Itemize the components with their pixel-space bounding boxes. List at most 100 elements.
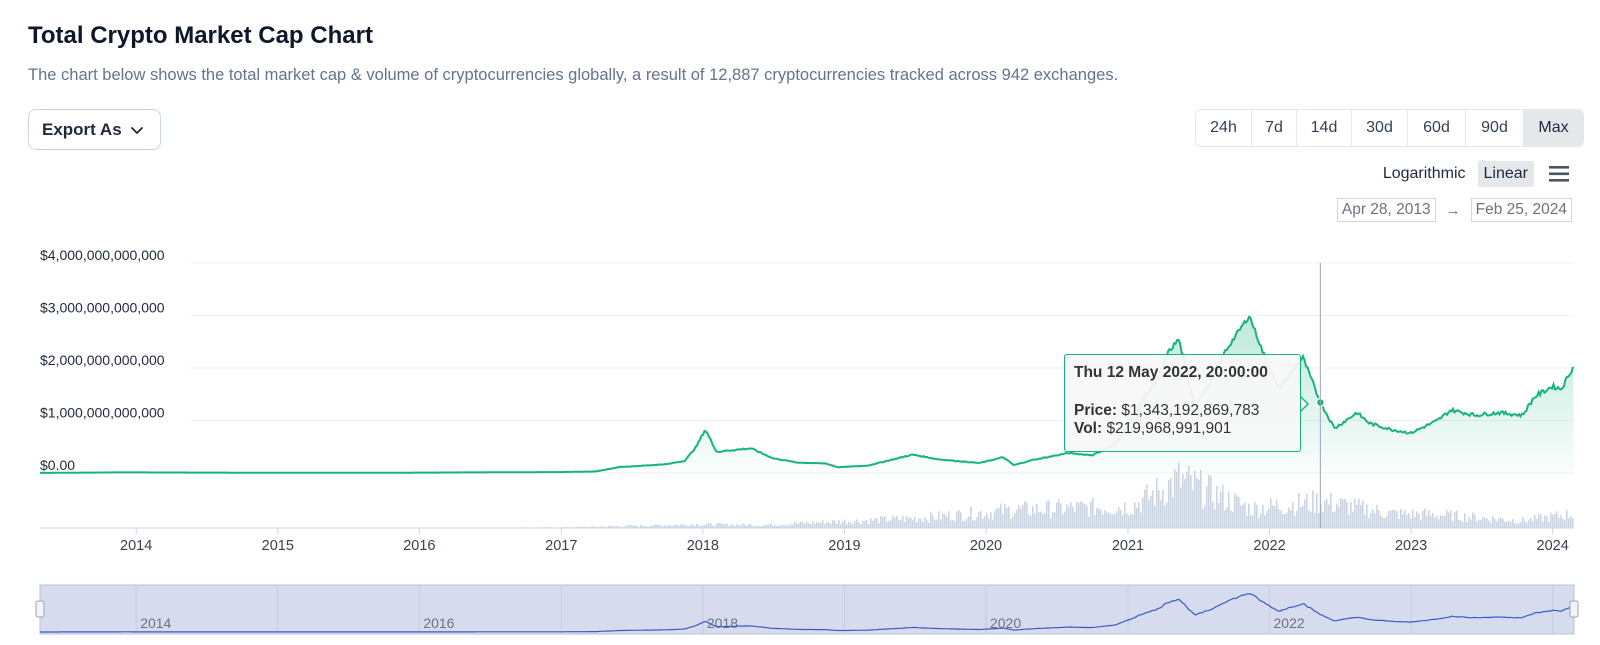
volume-bar — [1558, 517, 1560, 528]
volume-bar — [1026, 502, 1028, 528]
volume-bar — [1304, 499, 1306, 528]
volume-bar — [460, 527, 462, 528]
volume-bar — [1390, 510, 1392, 528]
volume-bar — [1326, 498, 1328, 528]
price-series-line — [40, 315, 1574, 474]
date-range: Apr 28, 2013 → Feb 25, 2024 — [1336, 198, 1572, 222]
volume-bar — [752, 526, 754, 528]
range-7d[interactable]: 7d — [1252, 110, 1297, 146]
volume-bar — [568, 527, 570, 528]
volume-bar — [522, 527, 524, 528]
volume-bar — [104, 527, 106, 528]
volume-bar — [1312, 490, 1314, 528]
volume-bar — [658, 524, 660, 528]
volume-bar — [1504, 521, 1506, 528]
volume-bar — [1414, 517, 1416, 528]
volume-bar — [60, 527, 62, 528]
volume-bar — [52, 527, 54, 528]
volume-bar — [274, 527, 276, 528]
range-max[interactable]: Max — [1524, 110, 1583, 146]
volume-bar — [806, 521, 808, 528]
volume-bar — [244, 527, 246, 528]
y-tick-label: $4,000,000,000,000 — [40, 247, 165, 263]
volume-bar — [1076, 501, 1078, 528]
range-60d[interactable]: 60d — [1408, 110, 1466, 146]
volume-bar — [1294, 516, 1296, 528]
navigator-handle-right[interactable] — [1569, 600, 1579, 618]
volume-bar — [290, 527, 292, 528]
volume-bar — [958, 509, 960, 528]
volume-bar — [694, 526, 696, 528]
volume-bar — [1316, 493, 1318, 528]
volume-bar — [1012, 516, 1014, 528]
volume-bar — [1446, 509, 1448, 528]
volume-bar — [988, 518, 990, 528]
hamburger-menu-icon[interactable] — [1546, 163, 1572, 185]
navigator-window[interactable] — [39, 584, 1575, 635]
volume-bar — [64, 527, 66, 528]
tooltip-price-label: Price: — [1074, 402, 1118, 419]
volume-bar — [726, 523, 728, 528]
range-30d[interactable]: 30d — [1352, 110, 1408, 146]
volume-bar — [336, 527, 338, 528]
volume-bar — [990, 512, 992, 528]
volume-bar — [860, 524, 862, 528]
time-range-selector: 24h 7d 14d 30d 60d 90d Max — [1195, 109, 1584, 147]
volume-bar — [794, 522, 796, 528]
volume-bar — [350, 527, 352, 528]
volume-bar — [1234, 493, 1236, 528]
date-to-input[interactable]: Feb 25, 2024 — [1470, 198, 1572, 222]
volume-bar — [1310, 511, 1312, 528]
range-90d[interactable]: 90d — [1466, 110, 1524, 146]
export-as-button[interactable]: Export As — [28, 109, 161, 150]
volume-bar — [332, 527, 334, 528]
volume-bar — [1020, 508, 1022, 528]
volume-bar — [750, 524, 752, 528]
volume-bar — [848, 521, 850, 528]
volume-bar — [594, 526, 596, 528]
volume-bar — [490, 527, 492, 528]
volume-bar — [442, 527, 444, 528]
range-24h[interactable]: 24h — [1196, 110, 1252, 146]
volume-bar — [714, 526, 716, 528]
volume-bar — [738, 525, 740, 528]
volume-bar — [1034, 513, 1036, 528]
volume-bar — [1496, 521, 1498, 528]
volume-bar — [318, 527, 320, 528]
scale-logarithmic[interactable]: Logarithmic — [1382, 165, 1466, 182]
volume-bar — [144, 527, 146, 528]
volume-bar — [1400, 508, 1402, 528]
volume-bar — [800, 521, 802, 528]
navigator-handle-left[interactable] — [35, 600, 45, 618]
volume-bar — [692, 524, 694, 528]
volume-bar — [802, 522, 804, 528]
volume-bar — [684, 524, 686, 528]
x-tick-label: 2020 — [970, 538, 1002, 554]
volume-bar — [362, 527, 364, 528]
volume-bar — [1228, 491, 1230, 528]
volume-bar — [192, 527, 194, 528]
range-14d[interactable]: 14d — [1297, 110, 1352, 146]
volume-bar — [952, 519, 954, 528]
date-from-input[interactable]: Apr 28, 2013 — [1336, 198, 1436, 222]
volume-bar — [158, 527, 160, 528]
volume-bar — [948, 511, 950, 528]
volume-bar — [254, 527, 256, 528]
volume-bar — [696, 523, 698, 528]
volume-bar — [936, 519, 938, 528]
volume-bar — [1088, 516, 1090, 528]
volume-bar — [312, 527, 314, 528]
scale-linear[interactable]: Linear — [1477, 161, 1534, 187]
volume-bar — [210, 527, 212, 528]
volume-bar — [908, 517, 910, 528]
volume-bar — [1362, 500, 1364, 528]
volume-bar — [492, 527, 494, 528]
volume-bar — [1348, 515, 1350, 528]
volume-bar — [648, 526, 650, 528]
volume-bar — [778, 525, 780, 528]
volume-bar — [1448, 512, 1450, 528]
volume-bar — [324, 527, 326, 528]
volume-bar — [1236, 495, 1238, 528]
volume-bar — [1442, 516, 1444, 528]
